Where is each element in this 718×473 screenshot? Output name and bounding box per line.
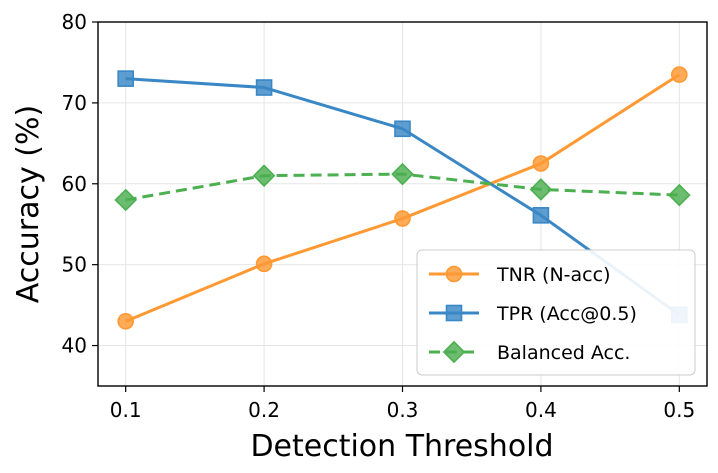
data-point-circle [394,210,411,227]
legend-marker-square [445,304,463,322]
y-axis-title: Accuracy (%) [11,105,46,303]
y-tick-label: 80 [62,10,87,34]
legend-label: Balanced Acc. [497,342,630,364]
data-point-diamond [668,183,691,207]
data-point-diamond [114,188,137,212]
axis-ticks: 0.1 0.2 0.3 0.4 0.5 40 50 60 70 80 [62,10,696,422]
data-point-circle [117,312,134,330]
data-point-diamond [391,162,414,186]
series-1 [117,70,688,324]
data-point-diamond [529,178,553,201]
legend-box [416,249,696,376]
data-point-square [117,70,134,87]
data-point-square [532,207,550,224]
x-tick-label: 0.2 [248,398,280,422]
legend-marker-diamond [442,340,466,364]
data-point-circle [255,255,273,273]
x-tick-label: 0.4 [525,398,557,422]
legend-label: TPR (Acc@0.5) [496,303,637,325]
x-axis-title: Detection Threshold [250,429,553,464]
y-tick-label: 70 [62,91,87,115]
legend-marker-circle [445,265,463,283]
y-tick-label: 50 [62,253,87,277]
x-tick-label: 0.1 [110,398,142,422]
series-0 [117,66,688,330]
x-tick-label: 0.3 [387,398,419,422]
x-tick-label: 0.5 [663,398,695,422]
series-layer [114,66,691,330]
legend: TNR (N-acc) TPR (Acc@0.5) Balanced Acc. [416,249,696,376]
data-point-circle [671,66,688,83]
data-point-square [255,79,273,96]
data-point-circle [532,155,550,172]
y-tick-label: 60 [62,172,87,196]
series-2 [114,162,691,212]
data-point-diamond [252,164,276,187]
y-tick-label: 40 [62,334,87,358]
data-point-square [394,120,411,138]
legend-label: TNR (N-acc) [496,264,611,286]
